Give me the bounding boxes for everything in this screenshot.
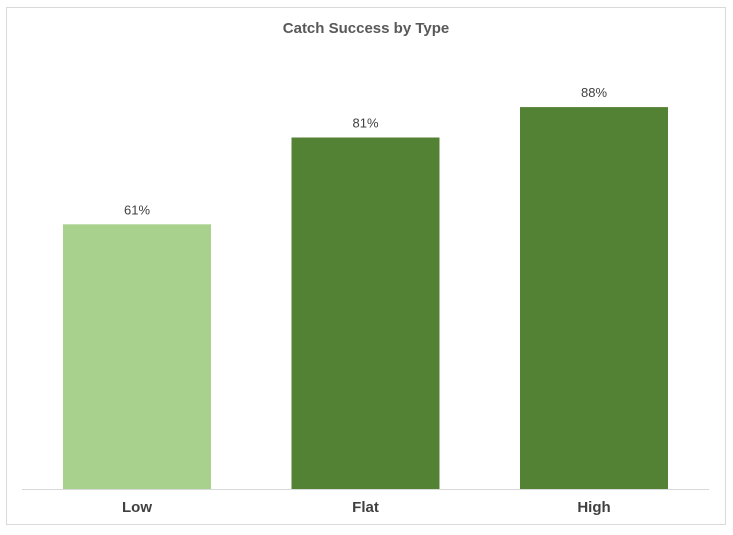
data-label-low: 61% (124, 202, 150, 217)
category-label-high: High (577, 499, 610, 516)
data-label-high: 88% (581, 85, 607, 100)
bar-flat (291, 137, 440, 489)
bars-group (63, 107, 668, 490)
chart-title: Catch Success by Type (283, 20, 449, 37)
category-label-flat: Flat (352, 499, 379, 516)
bar-low (63, 224, 211, 490)
category-label-low: Low (122, 499, 152, 516)
data-label-flat: 81% (352, 116, 378, 131)
bar-high (520, 107, 668, 489)
labels-group: 61% Low 81% Flat 88% High (122, 85, 611, 516)
